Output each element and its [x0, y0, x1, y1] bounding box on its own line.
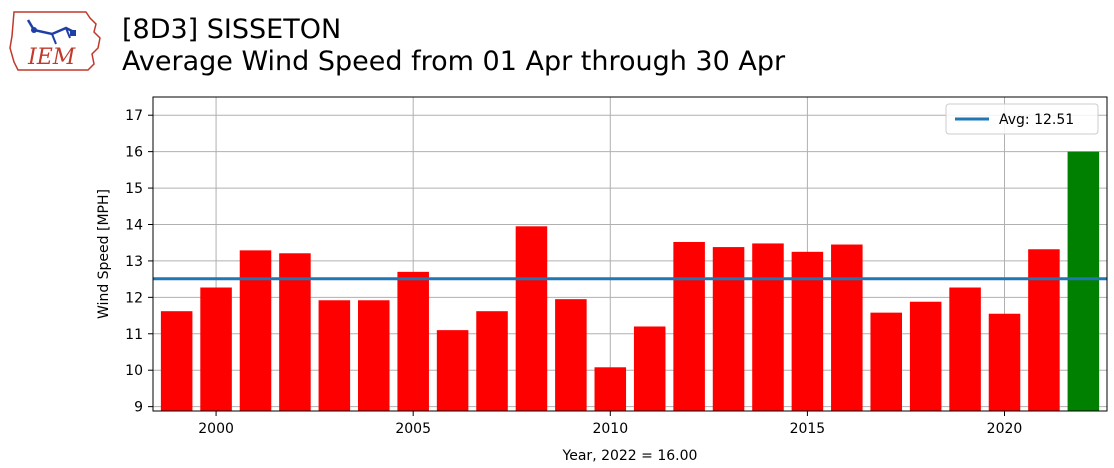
chart-title-line-2: Average Wind Speed from 01 Apr through 3… [122, 46, 786, 77]
bar-2017 [870, 312, 903, 411]
bar-2015 [791, 251, 824, 411]
legend-entry-avg: Avg: 12.51 [999, 112, 1074, 128]
bar-2001 [239, 250, 272, 411]
bar-2010 [594, 367, 627, 411]
bar-2006 [436, 330, 469, 411]
iem-logo: IEM [8, 8, 108, 80]
y-tick-label: 16 [125, 145, 143, 161]
bar-2016 [831, 244, 863, 411]
legend: Avg: 12.51 [945, 103, 1099, 135]
x-tick-label: 2000 [198, 421, 234, 437]
bar-2012 [673, 241, 705, 411]
ticks: 2000 2005 2010 2015 2020 9 10 11 12 13 14 15 16 17 [125, 108, 1022, 437]
y-tick-label: 11 [125, 327, 143, 343]
y-tick-label: 12 [125, 290, 143, 306]
bar-2000 [200, 287, 232, 411]
x-tick-label: 2005 [395, 421, 431, 437]
bar-2005 [397, 271, 429, 411]
plot-frame [152, 96, 1108, 412]
x-tick-label: 2010 [592, 421, 628, 437]
y-tick-label: 10 [125, 363, 143, 379]
chart-title-line-1: [8D3] SISSETON [122, 14, 342, 45]
y-tick-label: 9 [134, 400, 143, 416]
bar-2009 [555, 299, 587, 411]
bar-2003 [318, 300, 351, 411]
bar-2007 [476, 311, 508, 411]
bar-2019 [949, 287, 981, 411]
chart-title: [8D3] SISSETON Average Wind Speed from 0… [122, 14, 785, 78]
legend-box [945, 103, 1099, 135]
y-tick-label: 14 [125, 217, 143, 233]
bar-2022 [1067, 151, 1100, 411]
bar-2018 [909, 301, 942, 411]
y-tick-label: 15 [125, 181, 143, 197]
bar-2020 [988, 313, 1021, 411]
x-tick-label: 2015 [790, 421, 826, 437]
bar-2008 [515, 226, 548, 411]
bar-2013 [712, 247, 745, 411]
bar-2011 [633, 326, 666, 411]
bar-1999 [160, 311, 193, 411]
y-tick-label: 13 [125, 254, 143, 270]
y-tick-label: 17 [125, 108, 143, 124]
bar-2004 [357, 300, 390, 411]
logo-text: IEM [27, 45, 76, 70]
bar-2021 [1028, 249, 1060, 411]
y-axis-label: Wind Speed [MPH] [96, 189, 112, 319]
bar-2014 [752, 243, 784, 411]
bar-2002 [279, 253, 311, 411]
x-axis-label: Year, 2022 = 16.00 [562, 448, 698, 464]
x-tick-label: 2020 [987, 421, 1023, 437]
bars [160, 151, 1100, 411]
